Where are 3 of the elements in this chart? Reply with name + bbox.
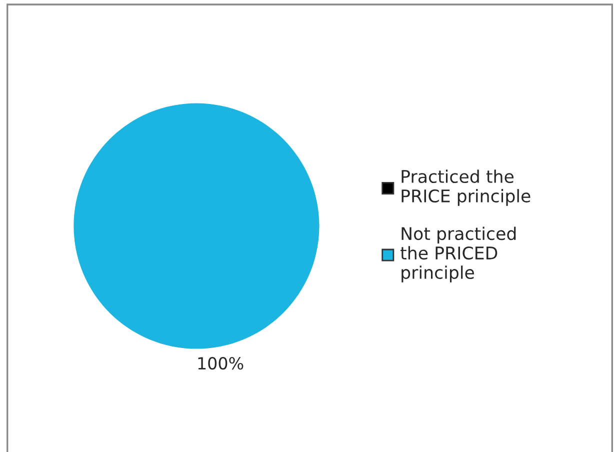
legend-label: Practiced the PRICE principle [402, 170, 530, 206]
data-label: 100% [198, 356, 244, 370]
legend-label: Not practiced the PRICED principle [400, 226, 516, 282]
